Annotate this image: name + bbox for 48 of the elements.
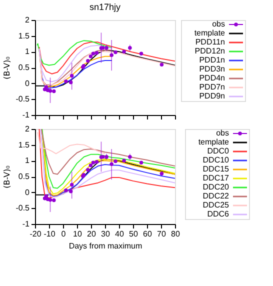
y-tick-label: 2 [25,124,30,134]
legend-label: PDD9n [199,92,225,100]
y-tick-label: 0.5 [18,172,30,181]
x-tick-label: 70 [157,230,166,238]
y-tick-label: 2 [25,16,30,24]
x-tick-label: 50 [129,230,138,238]
x-tick-label: -10 [44,230,56,238]
legend-label: PDD11n [195,38,225,46]
legend-label: DDC15 [202,164,230,174]
legend-label: obs [212,20,225,28]
y-tick-label: 1.5 [18,140,30,150]
y-axis-title: (B-V)₀ [2,56,12,80]
legend-label: DDC10 [202,156,230,164]
y-tick-label: 0 [25,188,30,197]
legend-label: DDC6 [207,210,230,218]
x-tick-label: 0 [61,230,66,238]
legend-label: DDC20 [202,182,230,192]
y-tick-label: 1 [25,47,30,56]
legend-label: PDD12n [194,46,225,56]
legend-label: DDC22 [202,192,230,200]
legend-label: PDD3n [199,64,225,74]
legend-label: PDD7n [199,82,225,92]
legend-label: obs [216,128,229,138]
legend-label: PDD1n [199,56,225,64]
y-tick-label: -0.5 [16,94,30,104]
legend-label: template [194,28,226,38]
x-tick-label: 10 [73,230,82,238]
legend-label: DDC25 [202,200,230,210]
x-tick-label: 40 [115,230,124,238]
y-tick-label: 1 [25,156,30,166]
x-tick-label: -20 [30,230,42,238]
legend-label: DDC17 [202,174,230,182]
y-tick-label: 0.5 [18,63,30,72]
y-tick-label: -1 [22,110,30,120]
x-tick-label: 20 [87,230,96,238]
y-tick-label: 0 [25,78,30,88]
x-tick-label: 80 [171,230,180,238]
y-tick-label: -1 [22,220,30,228]
y-tick-label: -0.5 [16,204,30,213]
legend-label: template [198,138,230,146]
legend-label: PDD4n [199,74,225,82]
chart-title: sn17hjy [89,2,122,12]
x-tick-label: 60 [143,230,152,238]
x-tick-label: 30 [101,230,110,238]
y-tick-label: 1.5 [18,31,30,40]
legend-label: DDC0 [207,146,230,156]
x-axis-title: Days from maximum [68,242,143,250]
y-axis-title: (B-V)₀ [2,166,12,188]
